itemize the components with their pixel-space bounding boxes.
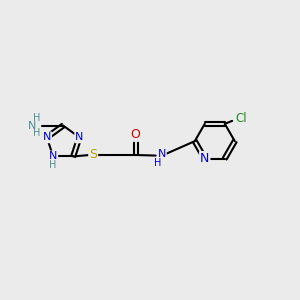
Text: N: N <box>75 132 84 142</box>
Text: N: N <box>158 149 166 159</box>
Text: O: O <box>131 128 140 141</box>
Text: H: H <box>33 128 40 138</box>
Text: S: S <box>89 148 97 161</box>
Text: N: N <box>28 121 37 130</box>
Text: N: N <box>43 132 51 142</box>
Text: N: N <box>200 152 209 165</box>
Text: Cl: Cl <box>235 112 247 125</box>
Text: H: H <box>154 158 162 168</box>
Text: N: N <box>49 152 57 161</box>
Text: H: H <box>49 160 56 170</box>
Text: H: H <box>33 113 40 124</box>
